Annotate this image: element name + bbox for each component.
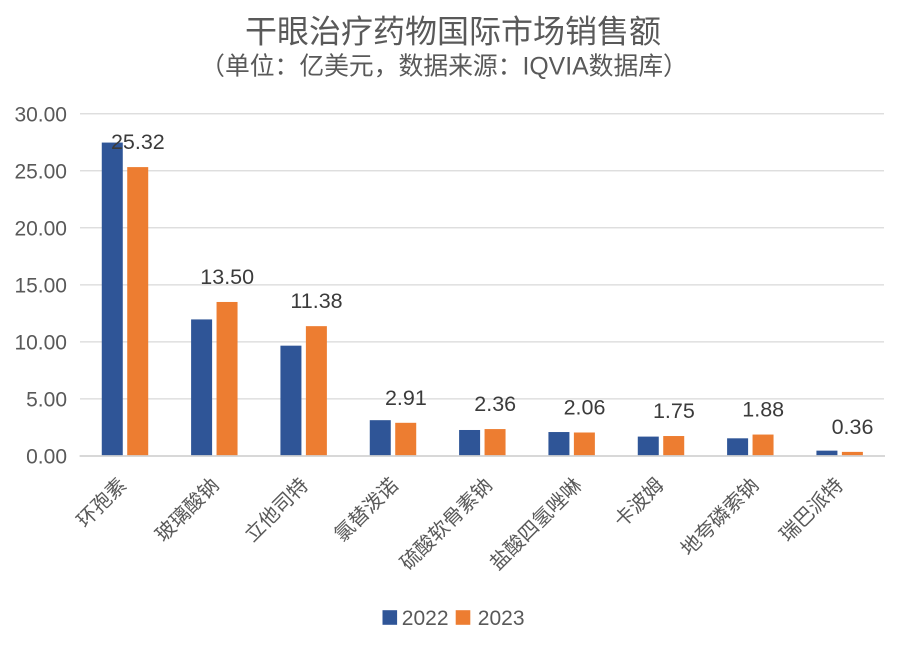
svg-text:13.50: 13.50 bbox=[200, 265, 254, 289]
svg-text:2022: 2022 bbox=[402, 607, 449, 630]
svg-text:15.00: 15.00 bbox=[14, 275, 67, 298]
svg-text:10.00: 10.00 bbox=[14, 332, 67, 355]
svg-text:25.00: 25.00 bbox=[14, 160, 67, 183]
svg-text:11.38: 11.38 bbox=[290, 289, 342, 313]
svg-text:20.00: 20.00 bbox=[14, 217, 67, 240]
svg-text:1.88: 1.88 bbox=[742, 398, 784, 422]
svg-text:1.75: 1.75 bbox=[653, 399, 695, 423]
svg-text:25.32: 25.32 bbox=[111, 130, 165, 154]
svg-text:0.36: 0.36 bbox=[832, 415, 874, 439]
svg-text:0.00: 0.00 bbox=[26, 446, 67, 469]
svg-text:2.06: 2.06 bbox=[564, 396, 606, 420]
svg-text:2.91: 2.91 bbox=[385, 386, 427, 410]
svg-text:（单位：亿美元，数据来源：IQVIA数据库）: （单位：亿美元，数据来源：IQVIA数据库） bbox=[200, 53, 688, 81]
svg-text:30.00: 30.00 bbox=[14, 103, 67, 126]
svg-text:2.36: 2.36 bbox=[474, 392, 516, 416]
svg-text:干眼治疗药物国际市场销售额: 干眼治疗药物国际市场销售额 bbox=[245, 14, 661, 50]
svg-text:2023: 2023 bbox=[478, 607, 525, 630]
svg-text:5.00: 5.00 bbox=[26, 389, 67, 412]
